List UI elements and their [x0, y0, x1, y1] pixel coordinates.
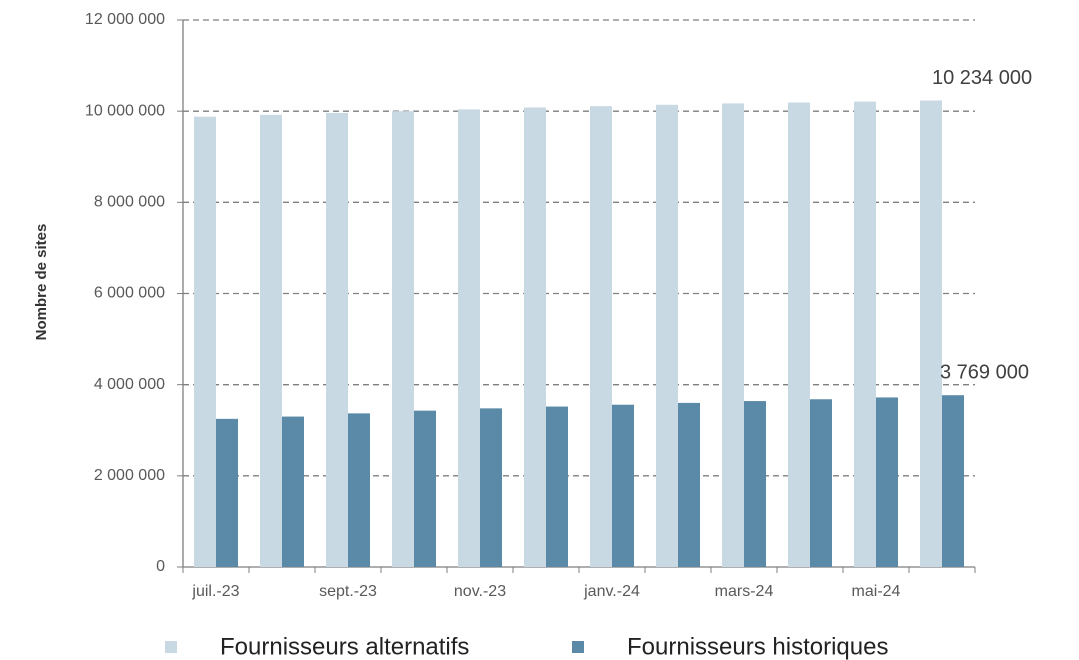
legend-label: Fournisseurs alternatifs [220, 633, 469, 660]
y-axis-label: Nombre de sites [33, 224, 50, 341]
x-tick-label: sept.-23 [319, 583, 377, 600]
y-tick-label: 2 000 000 [94, 467, 165, 484]
bar [678, 402, 700, 567]
x-tick-label: janv.-24 [583, 583, 640, 600]
x-tick-label: mars-24 [715, 583, 774, 600]
legend-label: Fournisseurs historiques [627, 633, 888, 660]
y-tick-label: 0 [156, 558, 165, 575]
bar [392, 111, 414, 568]
x-tick-label: nov.-23 [454, 583, 506, 600]
bar [414, 410, 436, 567]
bar [788, 102, 810, 568]
bar [326, 112, 348, 568]
x-tick-label: juil.-23 [191, 583, 239, 600]
y-tick-label: 12 000 000 [85, 11, 165, 28]
bar [282, 416, 304, 567]
bar [942, 395, 964, 567]
bar [216, 418, 238, 567]
bar [546, 406, 568, 567]
bar [656, 104, 678, 567]
data-label: 10 234 000 [932, 67, 1032, 89]
bar [458, 109, 480, 568]
bar [194, 116, 216, 568]
bar [854, 101, 876, 567]
bar [348, 413, 370, 567]
legend-swatch [165, 641, 177, 653]
legend-swatch [572, 641, 584, 653]
bar [920, 100, 942, 567]
y-tick-label: 8 000 000 [94, 194, 165, 211]
bar [524, 107, 546, 568]
bar [260, 114, 282, 568]
data-label: 3 769 000 [940, 361, 1029, 383]
x-tick-label: mai-24 [852, 583, 901, 600]
bar [810, 399, 832, 567]
bar [590, 106, 612, 567]
y-tick-label: 10 000 000 [85, 102, 165, 119]
y-tick-label: 6 000 000 [94, 285, 165, 302]
bar [612, 404, 634, 567]
bar [876, 397, 898, 567]
bar [480, 408, 502, 567]
y-tick-label: 4 000 000 [94, 376, 165, 393]
bar [722, 103, 744, 567]
bar [744, 401, 766, 567]
